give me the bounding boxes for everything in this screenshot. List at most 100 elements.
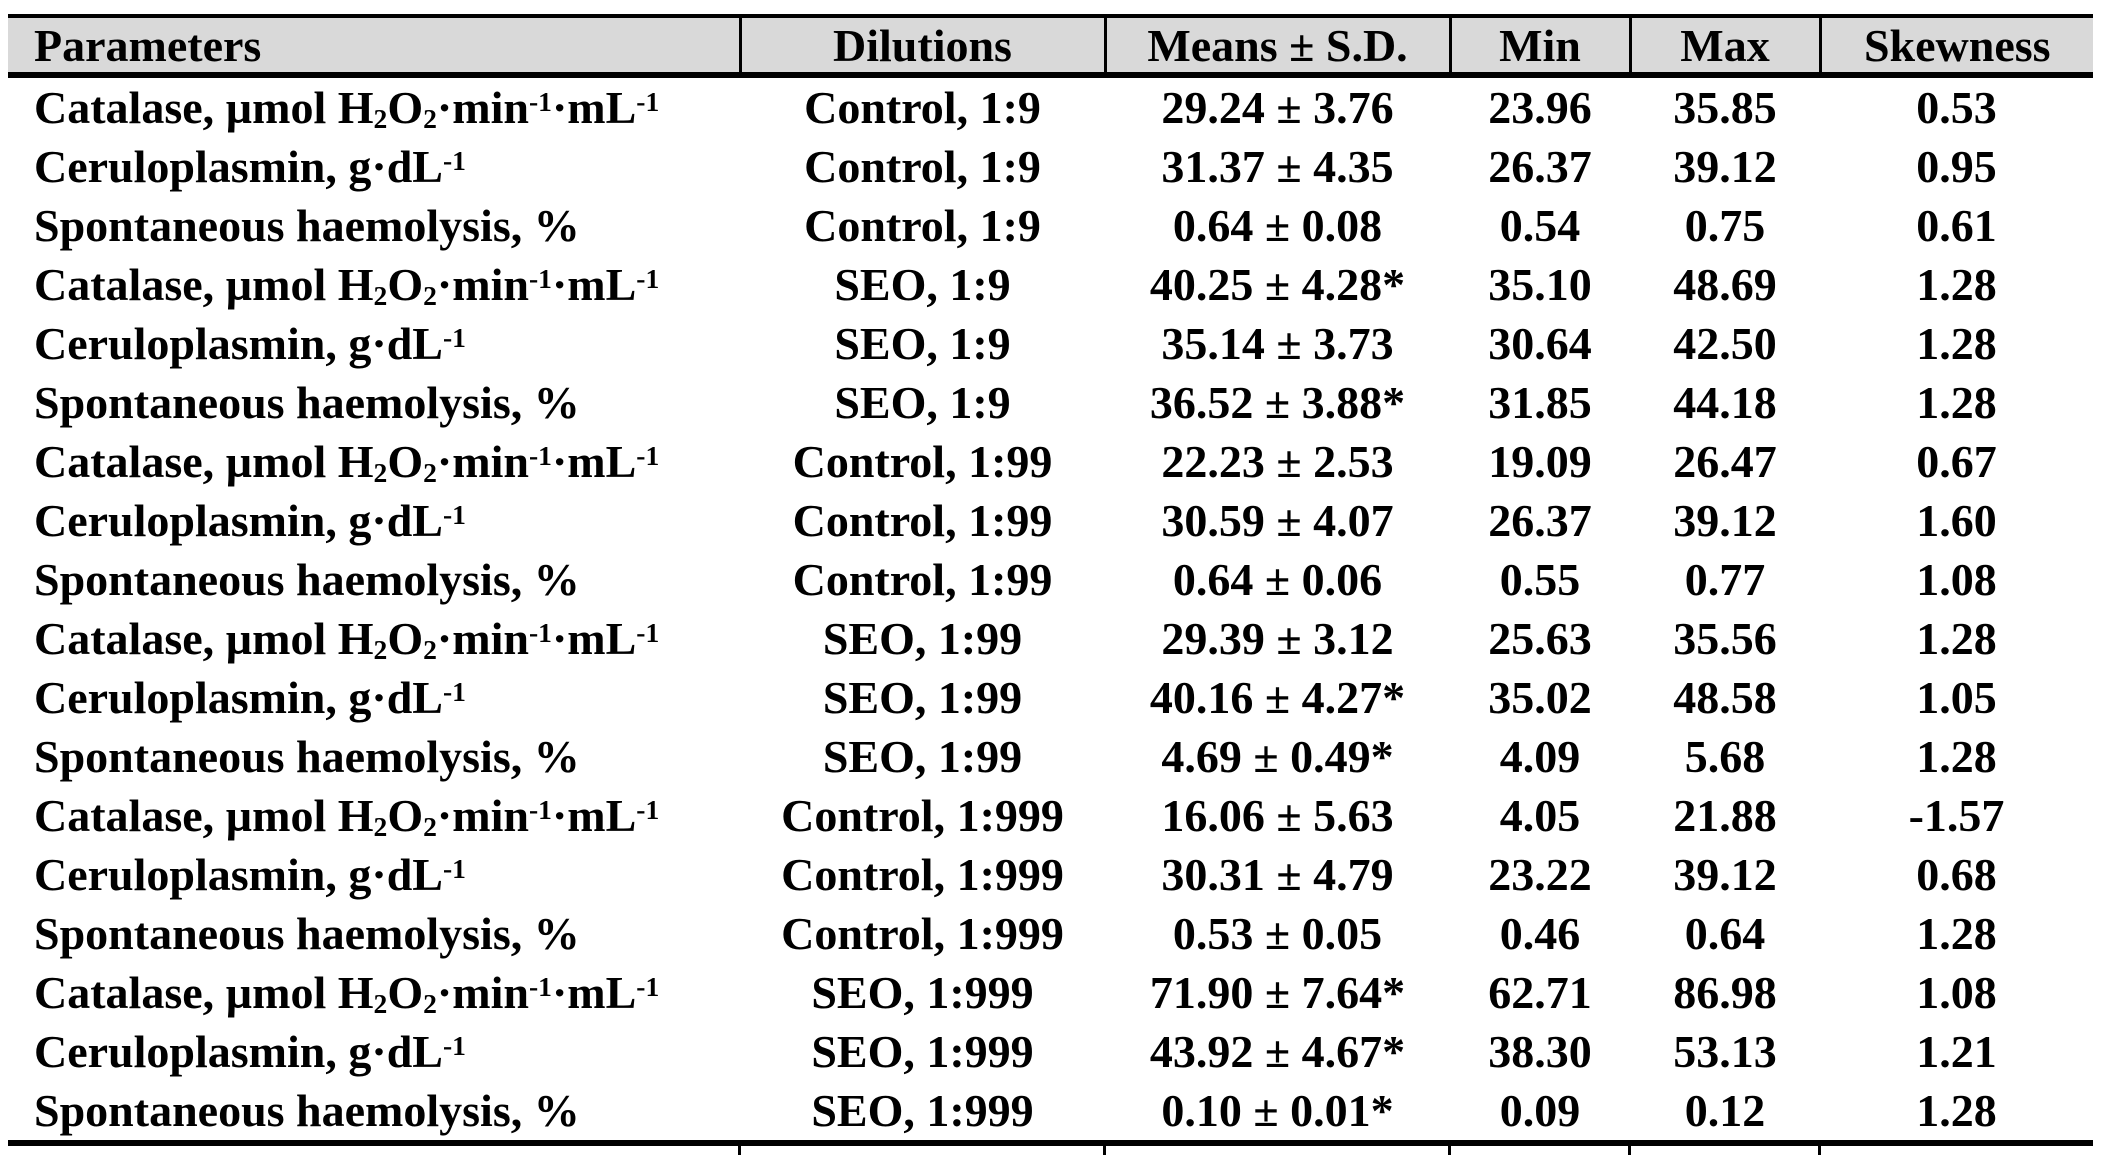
column-rule-tick (738, 1146, 741, 1155)
cell-mean_sd: 35.14 ± 3.73 (1161, 318, 1394, 369)
cell-dilution: SEO, 1:9 (834, 259, 1011, 310)
cell-dilution: SEO, 1:999 (811, 967, 1034, 1018)
cell-skewness: 1.60 (1916, 495, 1997, 546)
cell-max: 35.56 (1673, 613, 1777, 664)
table-row: Catalase, µmol H2O2·min-1·mL-1 SEO, 1:9 40… (8, 255, 2093, 314)
cell-min: 26.37 (1488, 141, 1592, 192)
table-row: Ceruloplasmin, g·dL-1 SEO, 1:99 40.16 ± 4.… (8, 668, 2093, 727)
cell-min: 31.85 (1488, 377, 1592, 428)
column-header-min: Min (1448, 16, 1630, 78)
cell-skewness: 1.05 (1916, 672, 1997, 723)
cell-dilution: SEO, 1:999 (740, 1081, 1105, 1146)
cell-mean_sd: 30.59 ± 4.07 (1161, 495, 1394, 546)
cell-mean_sd: 29.24 ± 3.76 (1161, 82, 1394, 133)
cell-max: 53.13 (1673, 1026, 1777, 1077)
column-rule-tick (1448, 1146, 1451, 1155)
cell-min: 62.71 (1488, 967, 1592, 1018)
cell-parameter: Catalase, µmol H2O2·min-1·mL-1 (34, 436, 660, 488)
cell-parameter: Ceruloplasmin, g·dL-1 (34, 672, 466, 723)
cell-skewness: 1.28 (1916, 377, 1997, 428)
cell-dilution: Control, 1:9 (804, 82, 1041, 133)
cell-mean_sd: 29.39 ± 3.12 (1161, 613, 1394, 664)
cell-max: 42.50 (1673, 318, 1777, 369)
cell-max: 5.68 (1684, 731, 1766, 782)
cell-mean_sd: 0.64 ± 0.08 (1172, 200, 1383, 251)
column-header-skewness: Skewness (1818, 16, 2093, 78)
cell-skewness: 0.95 (1916, 141, 1997, 192)
table-row: Spontaneous haemolysis, % Control, 1:9 0.6… (8, 196, 2093, 255)
cell-dilution: Control, 1:999 (781, 849, 1064, 900)
cell-min: 38.30 (1488, 1026, 1592, 1077)
cell-max: 0.77 (1684, 554, 1766, 605)
cell-parameter: Ceruloplasmin, g·dL-1 (34, 141, 466, 192)
cell-min: 0.55 (1499, 554, 1581, 605)
table-row: Ceruloplasmin, g·dL-1 Control, 1:9 31.37 ±… (8, 137, 2093, 196)
table-row: Spontaneous haemolysis, % Control, 1:99 0.… (8, 550, 2093, 609)
table-row: Spontaneous haemolysis, % SEO, 1:99 4.69 ±… (8, 727, 2093, 786)
cell-max: 0.75 (1684, 200, 1766, 251)
results-table: Parameters Dilutions Means ± S.D. Min Ma… (8, 14, 2093, 1146)
bottom-rule-ticks (8, 1146, 2093, 1155)
cell-min: 0.46 (1499, 908, 1581, 959)
cell-dilution: SEO, 1:99 (822, 731, 1023, 782)
cell-min: 35.02 (1488, 672, 1592, 723)
cell-skewness: 1.28 (1820, 1081, 2093, 1146)
cell-mean_sd: 22.23 ± 2.53 (1161, 436, 1394, 487)
cell-max: 86.98 (1673, 967, 1777, 1018)
column-rule-tick (1103, 1146, 1106, 1155)
cell-parameter: Spontaneous haemolysis, % (34, 200, 580, 251)
cell-mean_sd: 43.92 ± 4.67* (1149, 1026, 1406, 1077)
cell-parameter: Spontaneous haemolysis, % (34, 554, 580, 605)
table-row: Catalase, µmol H2O2·min-1·mL-1 Control, 1… (8, 75, 2093, 137)
cell-parameter: Ceruloplasmin, g·dL-1 (34, 849, 466, 900)
cell-skewness: 1.21 (1916, 1026, 1997, 1077)
cell-mean_sd: 0.53 ± 0.05 (1172, 908, 1383, 959)
column-header-max: Max (1628, 16, 1820, 78)
cell-parameter: Spontaneous haemolysis, % (34, 731, 580, 782)
table-row: Ceruloplasmin, g·dL-1 Control, 1:99 30.59 … (8, 491, 2093, 550)
cell-max: 39.12 (1673, 849, 1777, 900)
table-row: Ceruloplasmin, g·dL-1 Control, 1:999 30.31… (8, 845, 2093, 904)
cell-parameter: Ceruloplasmin, g·dL-1 (34, 495, 466, 546)
cell-max: 44.18 (1673, 377, 1777, 428)
cell-mean_sd: 4.69 ± 0.49* (1161, 731, 1394, 782)
column-rule-tick (1628, 1146, 1631, 1155)
cell-dilution: SEO, 1:99 (822, 613, 1023, 664)
cell-skewness: 1.08 (1916, 967, 1997, 1018)
cell-dilution: Control, 1:99 (792, 554, 1053, 605)
cell-mean_sd: 40.25 ± 4.28* (1149, 259, 1406, 310)
cell-dilution: SEO, 1:9 (834, 377, 1011, 428)
cell-skewness: 1.28 (1916, 259, 1997, 310)
cell-parameter: Catalase, µmol H2O2·min-1·mL-1 (34, 613, 660, 665)
cell-dilution: SEO, 1:999 (811, 1026, 1034, 1077)
cell-skewness: 0.53 (1916, 82, 1997, 133)
cell-dilution: SEO, 1:9 (834, 318, 1011, 369)
cell-parameter: Catalase, µmol H2O2·min-1·mL-1 (34, 967, 660, 1019)
cell-dilution: Control, 1:99 (792, 495, 1053, 546)
cell-dilution: Control, 1:9 (804, 141, 1041, 192)
cell-parameter: Spontaneous haemolysis, % (34, 908, 580, 959)
cell-min: 25.63 (1488, 613, 1592, 664)
cell-max: 48.69 (1673, 259, 1777, 310)
cell-max: 48.58 (1673, 672, 1777, 723)
cell-parameter: Catalase, µmol H2O2·min-1·mL-1 (34, 790, 660, 842)
table-row: Spontaneous haemolysis, % Control, 1:999 0… (8, 904, 2093, 963)
cell-skewness: 0.68 (1916, 849, 1997, 900)
cell-parameter: Catalase, µmol H2O2·min-1·mL-1 (34, 82, 660, 134)
cell-max: 26.47 (1673, 436, 1777, 487)
cell-max: 39.12 (1673, 141, 1777, 192)
cell-min: 35.10 (1488, 259, 1592, 310)
column-header-dilutions: Dilutions (738, 16, 1105, 78)
cell-skewness: 0.61 (1916, 200, 1997, 251)
table-row: Catalase, µmol H2O2·min-1·mL-1 SEO, 1:999… (8, 963, 2093, 1022)
cell-dilution: SEO, 1:99 (822, 672, 1023, 723)
cell-min: 19.09 (1488, 436, 1592, 487)
cell-skewness: 1.28 (1916, 731, 1997, 782)
table-row: Catalase, µmol H2O2·min-1·mL-1 Control, 1… (8, 786, 2093, 845)
table-row: Catalase, µmol H2O2·min-1·mL-1 SEO, 1:99 2… (8, 609, 2093, 668)
cell-skewness: 0.67 (1916, 436, 1997, 487)
cell-min: 0.54 (1499, 200, 1581, 251)
cell-skewness: 1.28 (1916, 908, 1997, 959)
cell-skewness: 1.08 (1916, 554, 1997, 605)
